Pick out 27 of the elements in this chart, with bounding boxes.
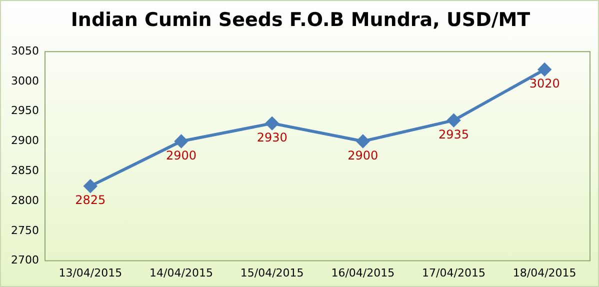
- x-tick-label: 17/04/2015: [422, 266, 486, 280]
- point: [266, 116, 279, 130]
- y-tick-label: 3050: [10, 44, 39, 58]
- data-label: 2900: [348, 148, 378, 162]
- data-label: 3020: [529, 76, 560, 91]
- data-label: 2935: [438, 127, 470, 142]
- chart-title: Indian Cumin Seeds F.O.B Mundra, USD/MT: [70, 9, 532, 31]
- y-tick-label: 2800: [10, 194, 39, 207]
- y-tick-label: 2700: [10, 254, 39, 267]
- y-tick-label: 2850: [10, 164, 39, 177]
- x-tick-label: 13/04/2015: [58, 266, 122, 280]
- x-tick-label: 15/04/2015: [240, 266, 304, 280]
- y-tick-label: 2950: [10, 104, 39, 118]
- y-tick-label: 2750: [10, 224, 39, 237]
- y-tick-label: 3000: [10, 74, 39, 88]
- point: [84, 180, 97, 193]
- data-label: 2900: [166, 148, 197, 162]
- data-label: 2930: [256, 130, 288, 144]
- point: [174, 134, 188, 148]
- y-tick-label: 2900: [10, 134, 39, 148]
- point: [447, 114, 460, 127]
- data-label: 2825: [75, 193, 106, 208]
- x-tick-label: 14/04/2015: [150, 266, 213, 280]
- point: [356, 134, 370, 148]
- x-tick-label: 16/04/2015: [331, 266, 395, 280]
- x-tick-label: 18/04/2015: [512, 266, 576, 280]
- point: [538, 63, 552, 76]
